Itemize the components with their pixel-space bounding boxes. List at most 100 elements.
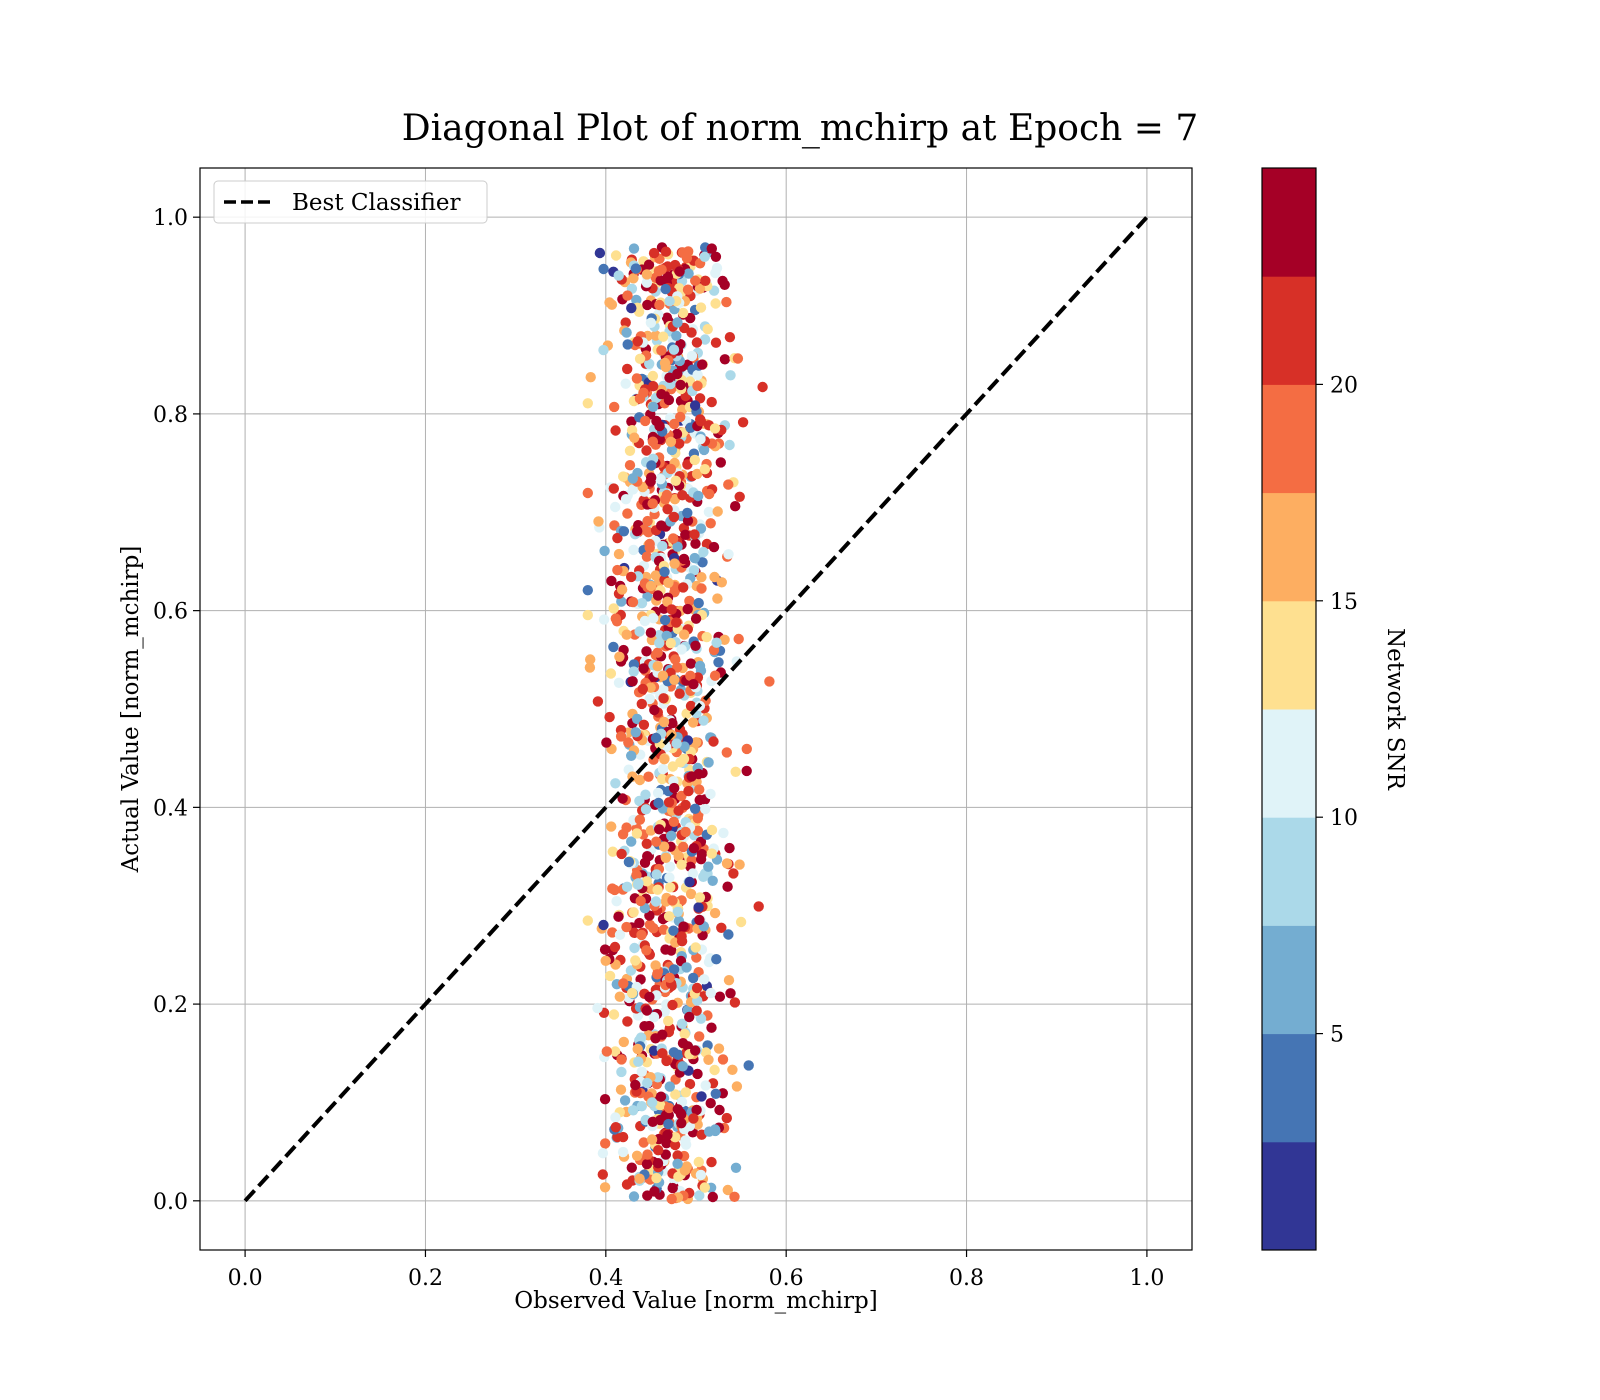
- scatter-point: [646, 472, 657, 483]
- scatter-point: [637, 683, 648, 695]
- scatter-point: [764, 676, 775, 687]
- scatter-point: [615, 731, 627, 742]
- scatter-point: [645, 627, 657, 638]
- scatter-point: [729, 1191, 740, 1203]
- scatter-point: [654, 637, 665, 649]
- scatter-point: [668, 511, 680, 523]
- scatter-point: [691, 1104, 702, 1116]
- scatter-point: [664, 296, 675, 307]
- scatter-point: [620, 317, 631, 328]
- scatter-point: [634, 814, 646, 825]
- scatter-point: [670, 654, 681, 665]
- scatter-point: [628, 1191, 640, 1202]
- scatter-point: [600, 955, 611, 966]
- scatter-point: [709, 907, 721, 919]
- scatter-point: [732, 353, 744, 364]
- scatter-point: [647, 1097, 658, 1108]
- scatter-point: [617, 829, 629, 840]
- scatter-point: [598, 344, 609, 356]
- scatter-point: [662, 1129, 673, 1141]
- scatter-point: [708, 736, 719, 747]
- scatter-point: [655, 1091, 667, 1102]
- y-tick-label: 0.0: [153, 1190, 188, 1215]
- scatter-point: [657, 670, 669, 681]
- scatter-point: [621, 1179, 633, 1190]
- scatter-point: [667, 1182, 678, 1194]
- scatter-point: [677, 307, 689, 319]
- scatter-point: [666, 1193, 677, 1205]
- scatter-point: [679, 741, 690, 752]
- scatter-point: [642, 851, 653, 862]
- scatter-point: [644, 693, 655, 705]
- scatter-point: [610, 1046, 621, 1057]
- scatter-point: [700, 1080, 711, 1091]
- scatter-point: [640, 789, 651, 800]
- scatter-point: [659, 566, 670, 577]
- scatter-point: [653, 1145, 664, 1156]
- scatter-point: [663, 797, 675, 808]
- scatter-point: [646, 460, 657, 471]
- x-axis-label: Observed Value [norm_mchirp]: [514, 1288, 877, 1314]
- scatter-point: [688, 972, 699, 984]
- scatter-point: [617, 793, 628, 804]
- scatter-point: [599, 545, 610, 557]
- scatter-point: [621, 881, 633, 892]
- scatter-point: [641, 876, 652, 887]
- x-tick-label: 0.8: [949, 1266, 984, 1291]
- scatter-point: [697, 557, 708, 568]
- colorbar-segment: [1262, 168, 1316, 277]
- colorbar-segment: [1262, 492, 1316, 602]
- best-classifier-line: [243, 215, 1149, 1203]
- scatter-point: [634, 626, 645, 637]
- scatter-point: [681, 252, 693, 264]
- scatter-point: [685, 670, 696, 681]
- colorbar-tick-label: 15: [1330, 590, 1358, 615]
- colorbar-tick-label: 20: [1330, 373, 1358, 398]
- scatter-point: [692, 369, 703, 381]
- scatter-point: [608, 483, 619, 494]
- scatter-point: [733, 633, 744, 645]
- x-tick-label: 0.2: [408, 1266, 443, 1291]
- scatter-point: [630, 955, 641, 966]
- scatter-point: [669, 782, 680, 794]
- scatter-point: [633, 306, 645, 317]
- scatter-point: [597, 1148, 609, 1159]
- scatter-point: [628, 907, 639, 918]
- colorbar-segment: [1262, 384, 1316, 494]
- scatter-point: [657, 773, 668, 785]
- scatter-point: [674, 438, 685, 449]
- scatter-point: [599, 1094, 611, 1105]
- scatter-point: [647, 498, 658, 509]
- scatter-point: [664, 872, 675, 883]
- scatter-point: [582, 609, 593, 621]
- scatter-point: [668, 816, 679, 827]
- scatter-point: [669, 418, 680, 430]
- scatter-point: [724, 439, 735, 451]
- scatter-point: [638, 663, 649, 674]
- scatter-point: [651, 1172, 662, 1184]
- scatter-point: [626, 416, 637, 427]
- scatter-point: [632, 1043, 643, 1055]
- scatter-point: [640, 415, 651, 427]
- scatter-point: [690, 275, 701, 286]
- scatter-point: [629, 432, 640, 443]
- colorbar-segment: [1262, 276, 1316, 385]
- scatter-point: [653, 797, 664, 809]
- scatter-point: [691, 982, 703, 994]
- scatter-point: [648, 613, 659, 624]
- scatter-point: [698, 715, 709, 726]
- scatter-point: [667, 895, 678, 906]
- scatter-point: [642, 1149, 653, 1160]
- scatter-point: [622, 290, 633, 301]
- scatter-point: [618, 471, 629, 482]
- scatter-point: [695, 416, 706, 427]
- scatter-point: [619, 1095, 631, 1106]
- scatter-point: [593, 516, 604, 527]
- scatter-point: [678, 753, 690, 765]
- scatter-point: [684, 595, 695, 607]
- scatter-point: [683, 785, 694, 797]
- scatter-point: [622, 339, 633, 350]
- scatter-point: [582, 398, 593, 409]
- scatter-point: [654, 299, 665, 311]
- scatter-point: [610, 425, 621, 436]
